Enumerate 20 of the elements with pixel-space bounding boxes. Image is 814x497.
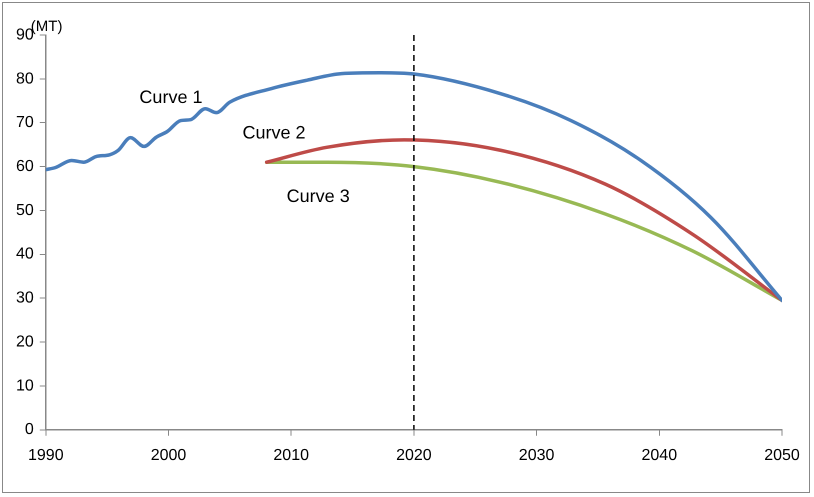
- y-tick-label: 30: [16, 290, 34, 307]
- x-tick-label: 2000: [150, 446, 186, 464]
- y-tick-label: 0: [24, 421, 34, 438]
- series-label: Curve 2: [242, 122, 306, 143]
- y-tick-label: 50: [16, 202, 34, 219]
- y-tick-label: 70: [16, 114, 34, 132]
- y-tick-label: 40: [16, 246, 34, 263]
- y-tick-label: 60: [16, 158, 34, 176]
- y-tick-label: 10: [16, 377, 34, 394]
- line-series: [46, 70, 782, 302]
- y-tick-label: 80: [16, 70, 34, 88]
- x-tick-label: 1990: [28, 446, 64, 464]
- series-label: Curve 1: [139, 87, 202, 108]
- x-tick-label: 2050: [764, 446, 800, 464]
- series-label: Curve 3: [286, 186, 350, 206]
- x-tick-label: 2010: [273, 446, 310, 464]
- x-tick-label: 2030: [518, 446, 554, 464]
- x-tick-label: 2040: [642, 446, 678, 464]
- x-tick-label: 2020: [396, 446, 432, 464]
- y-tick-label: 20: [16, 333, 34, 350]
